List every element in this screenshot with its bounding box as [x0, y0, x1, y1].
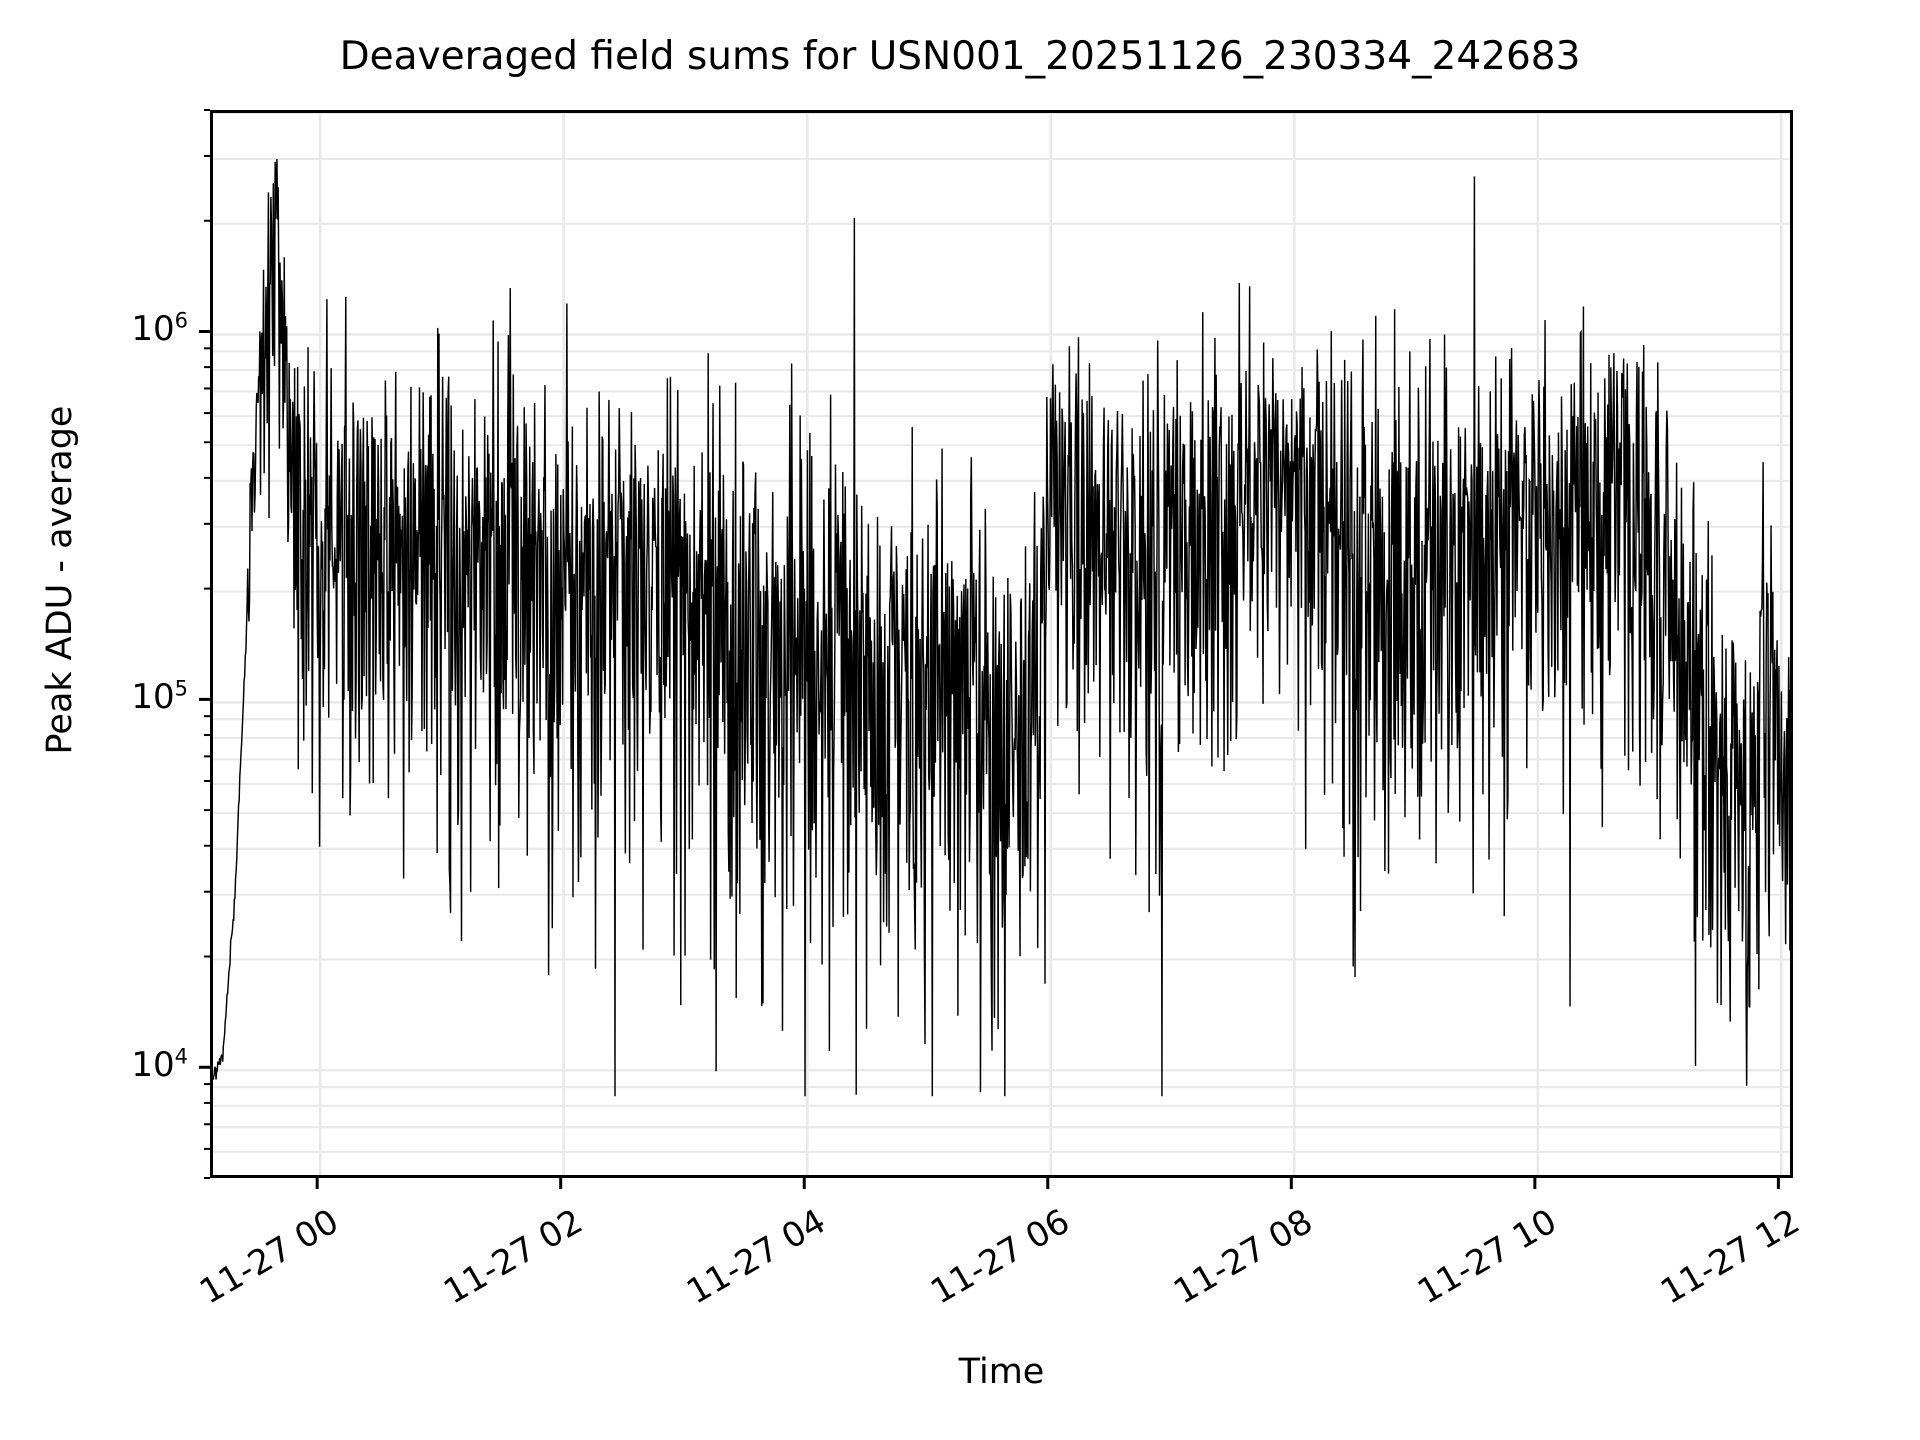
y-axis-tick-label: 106	[131, 309, 188, 350]
data-series-line	[213, 158, 1790, 1097]
y-axis-tick-labels: 106 105 104	[60, 0, 188, 1440]
major-gridlines	[213, 113, 1790, 1175]
plot-canvas	[213, 113, 1790, 1175]
y-axis-tick-label: 105	[131, 677, 188, 718]
plot-area	[210, 110, 1793, 1178]
y-axis-tick-label: 104	[131, 1044, 188, 1086]
y-axis-label: Peak ADU - average	[40, 405, 80, 755]
page-title: Deaveraged field sums for USN001_2025112…	[339, 34, 1581, 79]
x-axis-label: Time	[958, 1352, 1045, 1392]
